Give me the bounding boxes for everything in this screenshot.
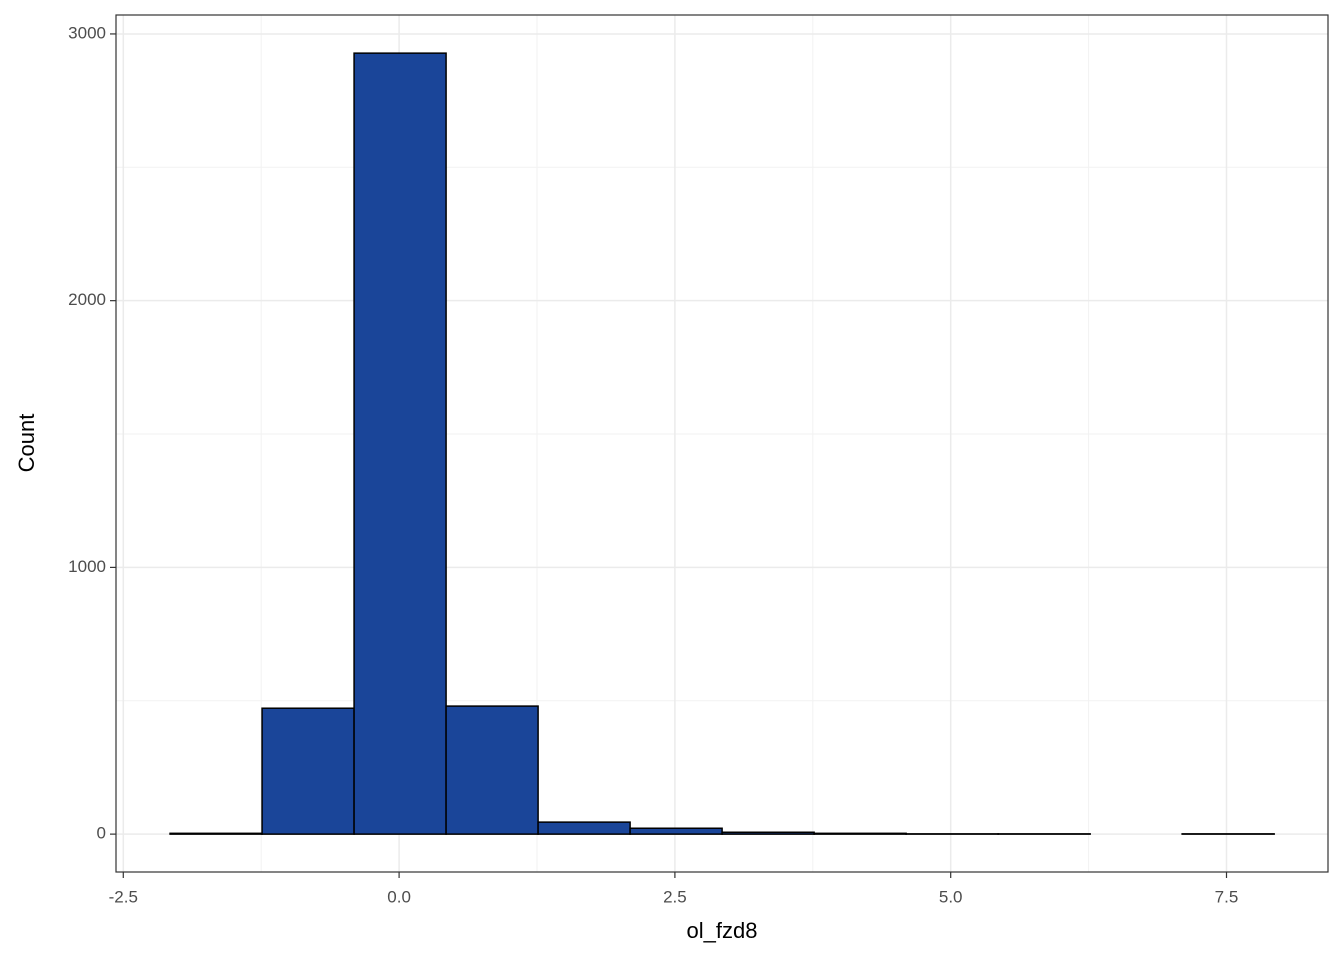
y-axis-title: Count bbox=[14, 414, 39, 473]
x-tick-label: 5.0 bbox=[939, 887, 963, 906]
bar bbox=[721, 831, 815, 835]
bar bbox=[813, 832, 907, 835]
x-tick-label: 7.5 bbox=[1215, 887, 1239, 906]
x-tick-label: 2.5 bbox=[663, 887, 687, 906]
bar bbox=[537, 821, 631, 835]
panel-border bbox=[115, 14, 1329, 873]
bar bbox=[261, 707, 355, 835]
bars bbox=[169, 52, 1275, 835]
x-tick-label: 0.0 bbox=[387, 887, 411, 906]
x-axis-title: ol_fzd8 bbox=[687, 918, 758, 943]
bar bbox=[629, 827, 723, 835]
y-tick-label: 3000 bbox=[68, 23, 106, 42]
y-tick-label: 2000 bbox=[68, 290, 106, 309]
bar bbox=[353, 52, 447, 835]
bar bbox=[445, 705, 539, 835]
y-tick-label: 1000 bbox=[68, 557, 106, 576]
bar bbox=[169, 832, 263, 835]
y-tick-label: 0 bbox=[97, 824, 106, 843]
x-tick-label: -2.5 bbox=[109, 887, 138, 906]
